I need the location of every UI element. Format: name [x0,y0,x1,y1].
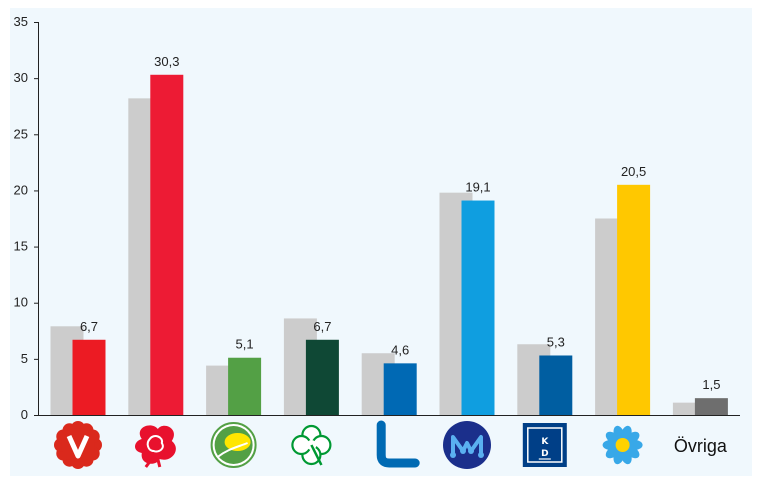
y-tick-label: 15 [14,239,28,254]
y-tick-label: 10 [14,295,28,310]
bar-current [617,184,651,415]
bar-current [72,339,106,415]
kd-party-logo-icon: KD [522,423,567,467]
mp-dandelion-logo-icon [210,422,257,468]
bar-current [539,355,573,415]
bar-value-label: 1,5 [702,377,720,392]
svg-text:D: D [541,449,548,459]
v-party-logo-icon [54,421,102,469]
y-tick-label: 20 [14,182,28,197]
bar-current [150,74,184,415]
y-tick-label: 0 [21,407,28,422]
bar-value-label: 6,7 [313,319,331,334]
y-tick-label: 35 [14,14,28,29]
bar-current [383,363,417,415]
bar-current [228,357,262,415]
category-label: Övriga [674,436,728,456]
y-tick-label: 25 [14,126,28,141]
bars-group: 6,7 30,3 5,1 6,7 4,6 19,1 5,3 20,5 1,5 [50,54,728,416]
s-party-rose-logo-icon [135,425,176,468]
bar-value-label: 19,1 [465,180,490,195]
bar-current [305,339,339,415]
party-logos: KD Övriga [54,420,728,469]
bar-value-label: 20,5 [621,164,646,179]
l-party-logo-icon [376,420,420,468]
y-axis-ticks: 0 5 10 15 20 25 30 35 [14,14,38,422]
bar-value-label: 5,3 [547,334,565,349]
category-label-text: Övriga [674,436,728,456]
bar-value-label: 5,1 [236,337,254,352]
bar-value-label: 6,7 [80,319,98,334]
bar-current [461,200,495,415]
sd-flower-logo-icon [602,425,643,465]
bar-current [694,398,728,415]
y-tick-label: 5 [21,351,28,366]
c-clover-logo-icon [291,424,332,466]
y-tick-label: 30 [14,70,28,85]
m-party-logo-icon [443,421,491,469]
bar-value-label: 30,3 [154,54,179,69]
bar-value-label: 4,6 [391,342,409,357]
svg-text:K: K [541,437,549,447]
